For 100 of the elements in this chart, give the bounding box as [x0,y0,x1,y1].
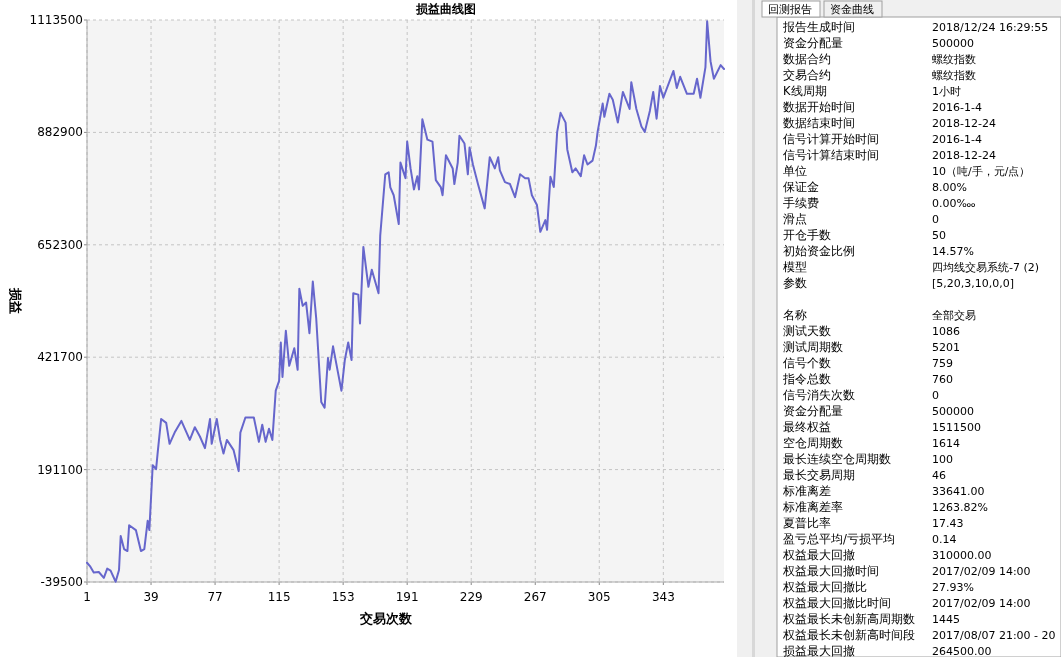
text: 2018/12/24 16:29:55 [932,21,1049,34]
x-tick-label: 305 [587,590,611,604]
text: 2018-12-24 [932,117,996,130]
text: 5201 [932,341,960,354]
text: 标准离差率 [782,500,843,514]
text: 信号个数 [783,356,831,370]
text: 2016-1-4 [932,133,982,146]
text: 权益最大回撤比时间 [782,596,891,610]
text: 100 [932,453,953,466]
text: 资金分配量 [783,404,843,418]
text: 回测报告 [768,3,812,16]
text: 0 [932,389,939,402]
text: 权益最长未创新高时间段 [782,628,915,642]
text: 名称 [783,308,807,322]
x-tick-label: 153 [331,590,355,604]
text: 四均线交易系统-7 (2) [932,261,1040,274]
text: 0.14 [932,533,957,546]
text: 8.00% [932,181,967,194]
x-tick-label: 343 [651,590,675,604]
text: 权益最长未创新高周期数 [782,612,915,626]
text: 资金曲线 [830,3,874,16]
text: 数据开始时间 [783,100,855,114]
text: 500000 [932,37,974,50]
text: 模型 [783,260,807,274]
y-tick-label: 191100 [37,462,83,477]
text: 2018-12-24 [932,149,996,162]
text: 2016-1-4 [932,101,982,114]
text: 螺纹指数 [932,53,976,66]
y-tick-label: 882900 [37,125,83,140]
y-tick-label: -39500 [40,575,83,589]
text: 损益最大回撤 [783,644,855,657]
text: 测试天数 [783,324,831,338]
text: [5,20,3,10,0,0] [932,277,1015,290]
text: 盈亏总平均/亏损平均 [783,532,895,546]
text: 0.00‱ [932,197,976,210]
text: 权益最大回撤 [782,548,855,562]
text: 33641.00 [932,485,985,498]
text: 报告生成时间 [782,20,855,34]
x-tick-label: 267 [523,590,547,604]
text: 参数 [783,276,807,290]
text: 滑点 [783,212,807,226]
text: 权益最大回撤时间 [782,564,879,578]
y-tick-label: 421700 [37,350,83,365]
text: 夏普比率 [783,516,831,530]
text: 50 [932,229,946,242]
x-tick-label: 115 [267,590,291,604]
text: 264500.00 [932,645,992,657]
line-series [86,20,725,583]
text: 1614 [932,437,960,450]
text: 1086 [932,325,960,338]
text: 测试周期数 [783,340,843,354]
text: 数据合约 [783,52,831,66]
x-tick-label: 191 [395,590,419,604]
text: 10（吨/手，元/点） [932,165,1031,178]
text: 1263.82% [932,501,988,514]
text: 螺纹指数 [932,69,976,82]
text: 500000 [932,405,974,418]
text: 最长连续空仓周期数 [783,452,891,466]
y-tick-label: 1113500 [29,13,83,27]
text: 1511500 [932,421,981,434]
text: 全部交易 [932,309,976,322]
text: 保证金 [783,180,819,194]
text: 初始资金比例 [783,244,855,258]
text: 信号消失次数 [783,388,855,402]
text: 2017/02/09 14:00 [932,597,1031,610]
text: 指令总数 [782,372,831,386]
x-tick-label: 39 [143,590,159,604]
text: 信号计算结束时间 [783,148,879,162]
chart-title: 损益曲线图 [414,2,476,16]
text: 1445 [932,613,960,626]
text: 14.57% [932,245,974,258]
text: 交易合约 [783,68,831,82]
text: 46 [932,469,946,482]
text: 信号计算开始时间 [783,132,879,146]
y-axis-title: 损益 [8,287,23,314]
x-tick-label: 1 [83,590,91,604]
x-tick-label: 77 [207,590,223,604]
text: 2017/02/09 14:00 [932,565,1031,578]
text: 空仓周期数 [783,436,843,450]
text: 最长交易周期 [783,468,855,482]
text: 权益最大回撤比 [782,580,867,594]
x-tick-label: 229 [459,590,483,604]
text: 最终权益 [783,420,831,434]
text: 开仓手数 [783,228,831,242]
text: 数据结束时间 [783,116,855,130]
x-axis-title: 交易次数 [358,611,413,626]
text: 0 [932,213,939,226]
text: 2017/08/07 21:00 - 20 [932,629,1056,642]
text: 1小时 [932,85,961,98]
text: K线周期 [783,84,827,98]
text: 资金分配量 [783,36,843,50]
text: 17.43 [932,517,964,530]
text: 27.93% [932,581,974,594]
text: 759 [932,357,953,370]
text: 760 [932,373,953,386]
text: 手续费 [783,196,819,210]
text: 310000.00 [932,549,992,562]
y-tick-label: 652300 [37,237,83,252]
text: 单位 [783,164,807,178]
text: 标准离差 [782,484,831,498]
